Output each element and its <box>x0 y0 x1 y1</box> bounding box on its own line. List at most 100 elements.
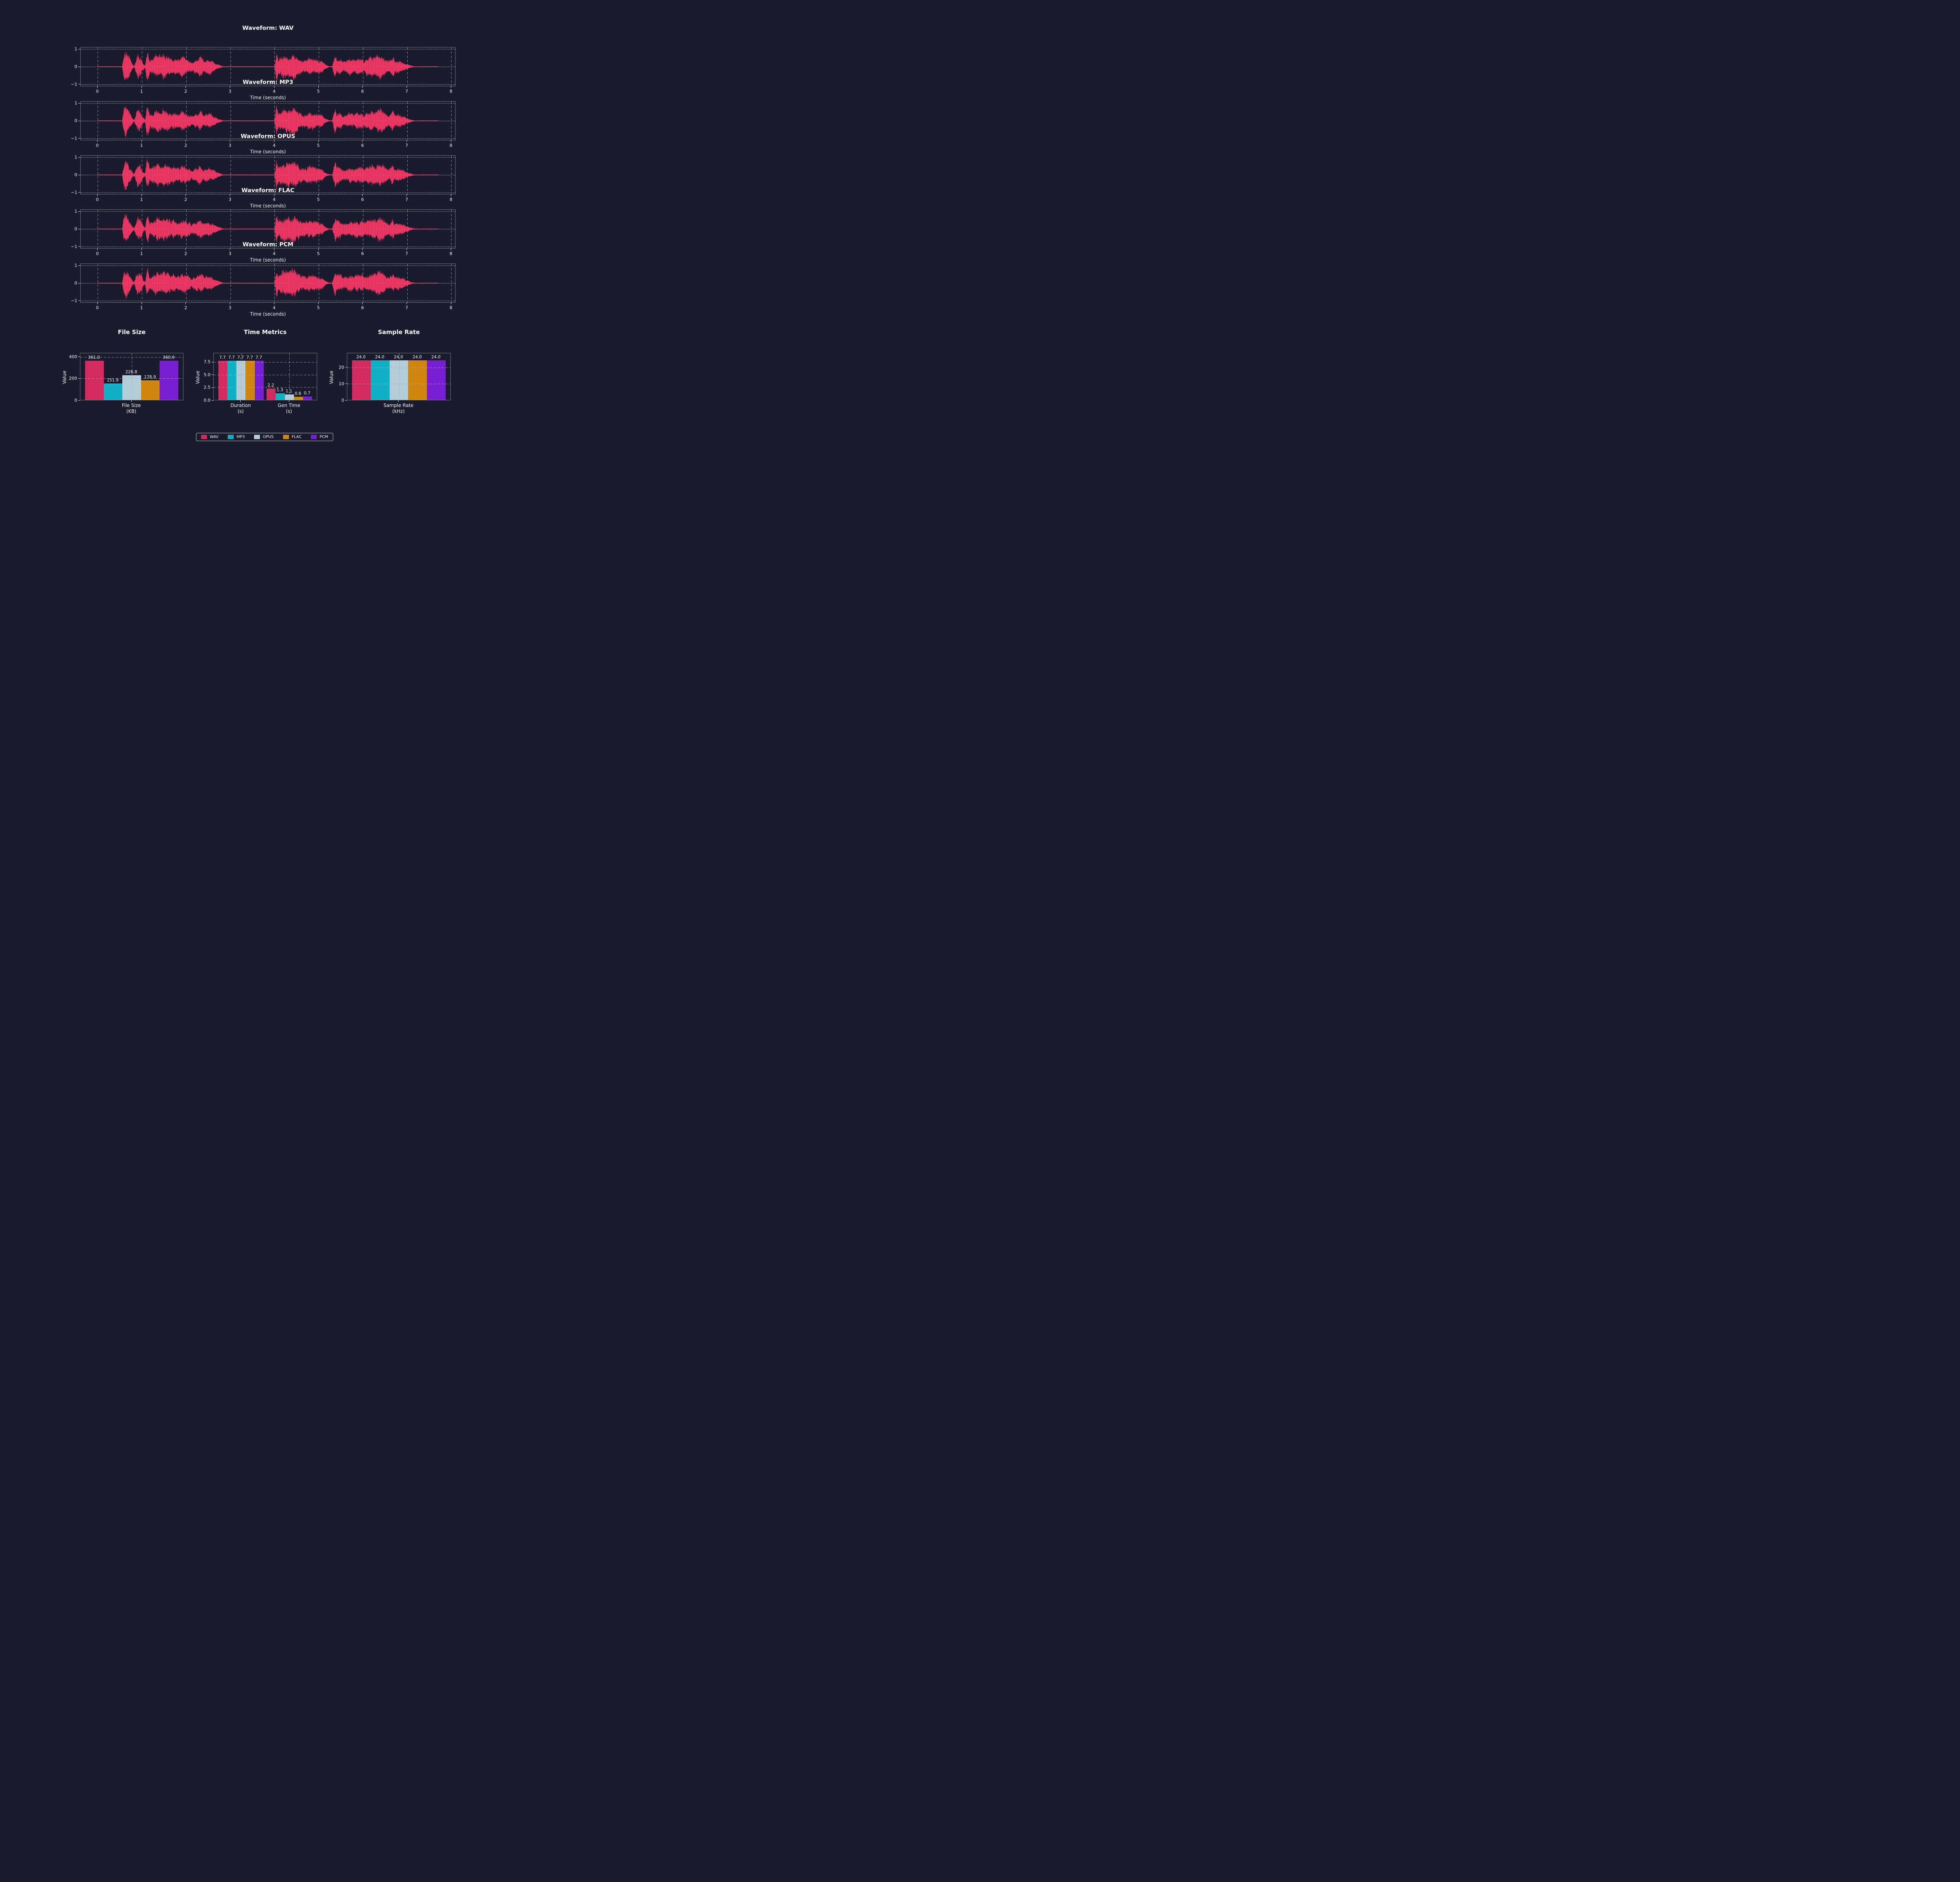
y-tick-mark <box>78 246 80 247</box>
x-tick-label: Duration (s) <box>230 403 251 414</box>
x-tick-label: 7 <box>405 197 408 202</box>
waveform-canvas <box>81 47 455 86</box>
bar-value-label: 24.0 <box>431 355 441 360</box>
x-tick-label: 3 <box>229 143 232 148</box>
y-tick-label: 0.0 <box>203 398 211 403</box>
x-tick-label: 5 <box>317 251 320 256</box>
x-tick-mark <box>131 400 132 402</box>
bar-value-label: 24.0 <box>394 355 403 360</box>
x-tick-label: 1 <box>140 89 143 94</box>
bar-value-label: 7.7 <box>237 355 244 360</box>
legend-swatch-icon <box>228 435 234 439</box>
x-tick-mark <box>97 194 98 196</box>
x-tick-mark <box>398 400 399 402</box>
bar-value-label: 24.0 <box>375 355 385 360</box>
bar-value-label: 0.7 <box>304 391 310 396</box>
chart-title: Sample Rate <box>378 329 420 336</box>
x-tick-label: 0 <box>96 305 99 311</box>
bar-wav <box>352 360 371 400</box>
y-tick-mark <box>345 383 347 384</box>
x-tick-label: 0 <box>96 89 99 94</box>
y-tick-label: −1 <box>71 136 77 141</box>
x-tick-label: Sample Rate (kHz) <box>383 403 414 414</box>
y-tick-label: −1 <box>71 82 77 87</box>
bar-plot <box>213 353 317 400</box>
legend: WAV MP3 OPUS FLAC PCM <box>196 433 333 441</box>
legend-swatch-icon <box>283 435 289 439</box>
y-tick-label: 10 <box>339 381 344 387</box>
bar-opus <box>122 375 141 400</box>
y-tick-label: 0 <box>341 398 344 403</box>
legend-label: WAV <box>210 435 219 439</box>
chart-title: Time Metrics <box>243 329 287 336</box>
x-axis-label: Time (seconds) <box>250 149 286 154</box>
bar-value-label: 151.9 <box>107 378 119 383</box>
y-axis-label: Value <box>194 371 201 384</box>
x-tick-mark <box>318 86 319 88</box>
x-tick-label: 8 <box>449 197 452 202</box>
x-tick-mark <box>185 249 186 250</box>
x-tick-label: 2 <box>184 251 187 256</box>
x-tick-mark <box>97 303 98 304</box>
legend-entry-pcm: PCM <box>311 435 328 439</box>
waveform-canvas <box>81 156 455 194</box>
waveform-title: Waveform: OPUS <box>240 133 296 140</box>
waveform-title: Waveform: FLAC <box>241 187 294 194</box>
bar-pcm <box>427 360 446 400</box>
x-tick-label: 6 <box>361 197 364 202</box>
bar-value-label: 7.7 <box>246 355 253 360</box>
x-tick-mark <box>318 140 319 142</box>
x-tick-mark <box>362 303 363 304</box>
x-tick-label: 2 <box>184 197 187 202</box>
y-tick-label: 7.5 <box>203 359 211 365</box>
x-tick-label: 7 <box>405 305 408 311</box>
legend-entry-flac: FLAC <box>283 435 301 439</box>
bar-pcm <box>303 396 312 400</box>
y-tick-label: 1 <box>74 100 77 106</box>
y-tick-mark <box>212 400 213 401</box>
x-tick-label: 6 <box>361 143 364 148</box>
legend-swatch-icon <box>311 435 317 439</box>
y-tick-label: 400 <box>69 354 77 360</box>
waveform-title: Waveform: WAV <box>242 25 294 31</box>
waveform-plot <box>80 155 456 194</box>
y-axis-label: Value <box>61 371 67 384</box>
x-tick-label: 3 <box>229 197 232 202</box>
bar-pcm <box>160 360 178 400</box>
y-tick-label: 20 <box>339 365 344 370</box>
bar-wav <box>85 360 104 400</box>
y-tick-mark <box>212 374 213 375</box>
bar-wav <box>218 360 228 400</box>
bar-opus <box>389 360 408 400</box>
x-tick-label: 7 <box>405 143 408 148</box>
y-tick-mark <box>78 378 80 379</box>
x-tick-mark <box>97 86 98 88</box>
y-tick-mark <box>78 157 80 158</box>
waveform-title: Waveform: PCM <box>242 242 294 248</box>
x-tick-mark <box>185 86 186 88</box>
waveform-plot <box>80 101 456 140</box>
bar-flac <box>245 360 255 400</box>
x-tick-label: 4 <box>272 143 276 148</box>
bar-mp3 <box>103 383 123 400</box>
y-axis-label: Value <box>328 371 334 384</box>
legend-entry-mp3: MP3 <box>228 435 245 439</box>
y-tick-label: 1 <box>74 209 77 214</box>
x-tick-mark <box>318 303 319 304</box>
waveform-canvas <box>81 102 455 140</box>
y-tick-mark <box>78 400 80 401</box>
bar-value-label: 24.0 <box>356 355 366 360</box>
legend-swatch-icon <box>201 435 207 439</box>
bar-opus <box>285 394 294 400</box>
x-tick-mark <box>318 194 319 196</box>
x-tick-label: 5 <box>317 89 320 94</box>
bar-flac <box>294 397 303 400</box>
x-tick-label: 5 <box>317 305 320 311</box>
x-tick-mark <box>362 86 363 88</box>
x-tick-label: 4 <box>272 89 276 94</box>
x-tick-mark <box>185 194 186 196</box>
x-tick-label: 2 <box>184 89 187 94</box>
x-tick-mark <box>97 140 98 142</box>
x-tick-mark <box>185 303 186 304</box>
x-axis-label: Time (seconds) <box>250 95 286 100</box>
